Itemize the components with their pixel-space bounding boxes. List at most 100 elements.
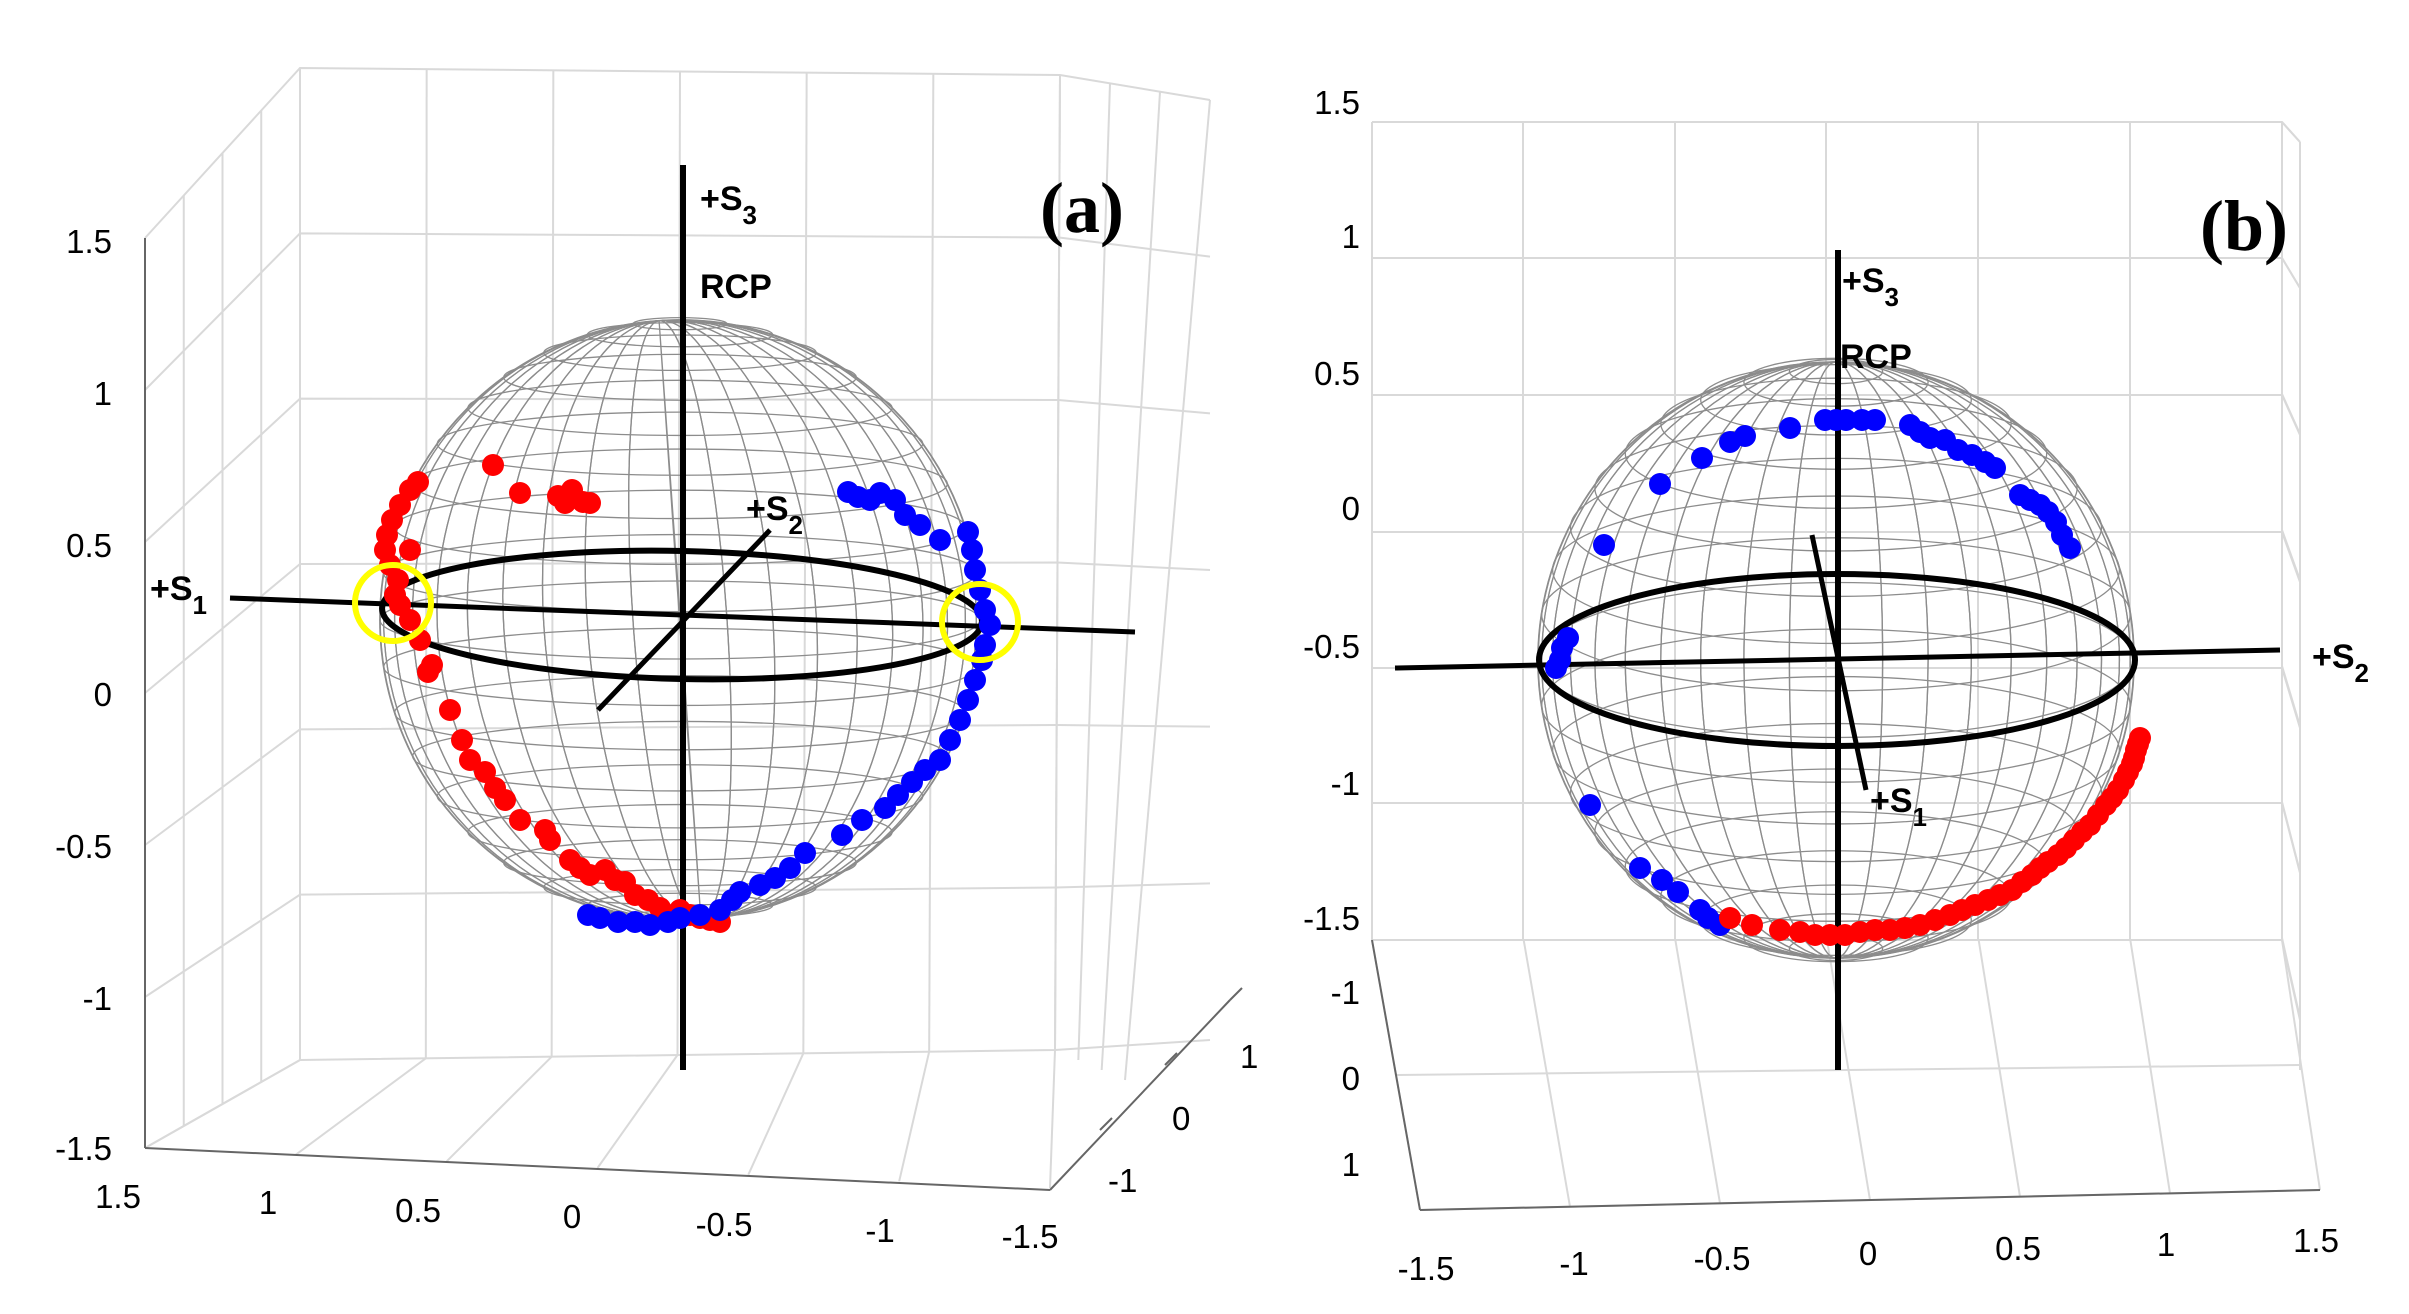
a-s3-sub: 3 [743, 200, 757, 230]
grid-line [2281, 121, 2301, 143]
b-rcp-label: RCP [1840, 338, 1912, 376]
red-point [494, 789, 516, 811]
b-vtick-4: 0 [1342, 490, 1360, 527]
b-panel-label: (b) [2200, 186, 2288, 266]
blue-point [689, 904, 711, 926]
b-s3-label: +S3 [1842, 262, 1899, 312]
axis-edge [1371, 939, 1421, 1211]
tick-mark [1229, 987, 1243, 1001]
panel-a-box-grid [144, 66, 1243, 1191]
panel-b: 1.5 1 0.5 0 -0.5 -1 -1.5 -1 0 1 -1.5 -1 … [1303, 84, 2369, 1287]
grid-line [596, 1054, 679, 1169]
blue-point [874, 797, 896, 819]
blue-point [709, 899, 731, 921]
blue-point [1629, 857, 1651, 879]
equator [1536, 571, 2138, 749]
blue-point [794, 842, 816, 864]
red-point [2129, 727, 2151, 749]
a-s1-label: +S1 [150, 570, 207, 620]
blue-point [1984, 457, 2006, 479]
tick-mark [1164, 1052, 1178, 1066]
red-point [474, 761, 496, 783]
red-point [459, 749, 481, 771]
b-s2-sub: 2 [2355, 658, 2369, 688]
a-vtick-7: -1.5 [55, 1130, 112, 1167]
b-vtick-6: -1 [1331, 765, 1360, 802]
b-dtick-2: 0 [1342, 1060, 1360, 1097]
blue-point [1649, 473, 1671, 495]
grid-line [1054, 74, 1061, 1051]
b-s1-main: +S [1870, 782, 1913, 820]
a-s2-main: +S [746, 490, 789, 528]
a-panel-label: (a) [1040, 168, 1124, 248]
red-point [417, 661, 439, 683]
blue-point [1835, 409, 1857, 431]
grid-line [2281, 257, 2301, 289]
a-s2-label: +S2 [746, 490, 803, 540]
a-s3-main: +S [700, 180, 743, 218]
grid-line [1100, 91, 1161, 1071]
grid-line [747, 1052, 805, 1176]
red-point [509, 809, 531, 831]
a-vtick-4: 0 [94, 676, 112, 713]
blue-point [1545, 657, 1567, 679]
blue-point [2059, 537, 2081, 559]
a-s3-label: +S3 [700, 180, 757, 230]
blue-point [577, 904, 599, 926]
a-dtick-1: 1 [1240, 1038, 1258, 1075]
blue-point [1864, 409, 1886, 431]
b-btick-7: 1.5 [2293, 1222, 2339, 1259]
blue-point [1593, 534, 1615, 556]
red-point [554, 492, 576, 514]
blue-point [1667, 881, 1689, 903]
s2-axis [596, 528, 772, 712]
blue-point [1651, 869, 1673, 891]
a-vtick-2: 1 [94, 375, 112, 412]
a-vtick-1: 1.5 [66, 223, 112, 260]
a-btick-1: 1.5 [95, 1178, 141, 1215]
b-btick-3: -0.5 [1694, 1240, 1751, 1277]
grid-line [424, 69, 428, 1059]
b-btick-1: -1.5 [1398, 1250, 1455, 1287]
blue-point [901, 771, 923, 793]
a-vtick-6: -1 [83, 980, 112, 1017]
grid-line [2281, 801, 2301, 873]
a-vtick-5: -0.5 [55, 828, 112, 865]
blue-point [929, 529, 951, 551]
axis-edge [1049, 999, 1231, 1191]
a-s2-sub: 2 [789, 510, 803, 540]
blue-point [607, 911, 629, 933]
a-s1-main: +S [150, 570, 193, 608]
blue-point [949, 709, 971, 731]
b-vtick-1: 1.5 [1314, 84, 1360, 121]
blue-point [957, 689, 979, 711]
grid-line [1077, 83, 1111, 1061]
grid-line [144, 232, 1211, 391]
red-point [579, 492, 601, 514]
b-s2-label: +S2 [2312, 638, 2369, 688]
red-point [539, 829, 561, 851]
b-s1-label: +S1 [1870, 782, 1927, 832]
blue-point [749, 874, 771, 896]
blue-point [961, 539, 983, 561]
blue-point [957, 521, 979, 543]
a-btick-6: -1 [865, 1212, 894, 1249]
a-s1-sub: 1 [193, 590, 207, 620]
red-point [482, 454, 504, 476]
grid-line [2281, 393, 2301, 435]
a-btick-7: -1.5 [1002, 1218, 1059, 1255]
b-vtick-2: 1 [1342, 218, 1360, 255]
b-vtick-5: -0.5 [1303, 628, 1360, 665]
blue-point [851, 809, 873, 831]
highlight-circle-right [939, 581, 1021, 663]
b-s1-sub: 1 [1913, 802, 1927, 832]
grid-line [2281, 665, 2301, 727]
b-btick-6: 1 [2157, 1226, 2175, 1263]
a-btick-5: -0.5 [696, 1206, 753, 1243]
red-point [451, 729, 473, 751]
a-vtick-3: 0.5 [66, 527, 112, 564]
a-dtick-3: -1 [1108, 1162, 1137, 1199]
blue-point [831, 824, 853, 846]
blue-point [657, 911, 679, 933]
